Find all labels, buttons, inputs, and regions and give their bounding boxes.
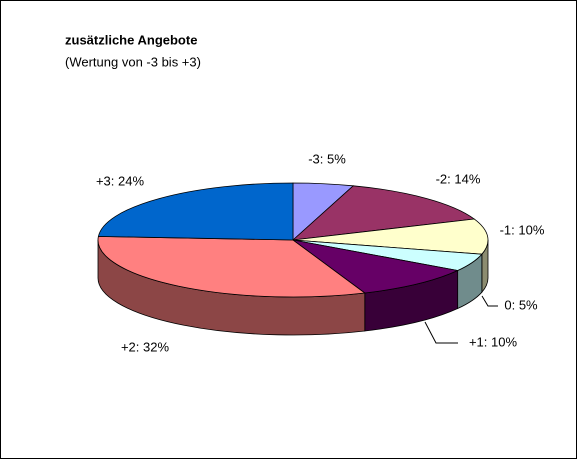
data-label: +1: 10% <box>469 334 518 349</box>
data-label: -3: 5% <box>308 151 346 166</box>
pie-labels: -3: 5% -2: 14% -1: 10% 0: 5% +1: 10% +2: 32% +… <box>96 151 545 354</box>
data-label: -2: 14% <box>436 171 481 186</box>
data-label: -1: 10% <box>500 222 545 237</box>
data-label: 0: 5% <box>504 297 538 312</box>
slice <box>97 182 294 241</box>
chart-title: zusätzliche Angebote <box>65 32 197 47</box>
leader-line <box>481 295 498 307</box>
data-label: +3: 24% <box>96 173 145 188</box>
slice <box>291 185 476 241</box>
data-label: +2: 32% <box>121 339 170 354</box>
slice <box>292 218 489 255</box>
slice <box>292 239 459 294</box>
leader-line <box>424 321 458 344</box>
slice <box>97 236 366 298</box>
pie-tops <box>97 182 489 298</box>
chart-subtitle: (Wertung von -3 bis +3) <box>65 54 201 69</box>
